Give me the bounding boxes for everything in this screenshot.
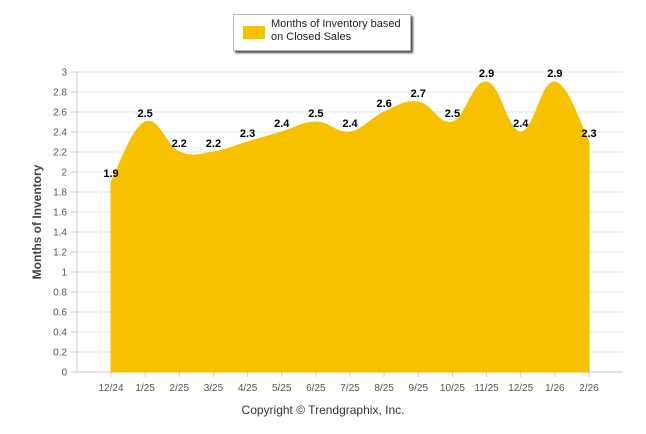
- y-tick-label: 0.6: [53, 308, 67, 319]
- y-tick-label: 3: [61, 68, 67, 79]
- data-label: 2.5: [308, 108, 323, 120]
- y-tick-label: 0.4: [53, 328, 67, 339]
- y-axis-title: Months of Inventory: [30, 164, 44, 280]
- legend-swatch: [243, 26, 265, 39]
- data-labels: 1.9 2.5 2.2 2.2 2.3 2.4 2.5 2.4 2.6 2.7 2.5 2.9 2.4 2…: [103, 68, 596, 180]
- x-tick-label: 5/25: [272, 383, 292, 394]
- x-tick-label: 12/24: [98, 383, 123, 394]
- area-fill: [110, 81, 590, 373]
- data-label: 2.9: [479, 68, 494, 80]
- y-tick-label: 1.6: [53, 208, 67, 219]
- data-label: 2.2: [172, 138, 187, 150]
- y-tick-label: 1.4: [53, 228, 67, 239]
- legend-label-line2: on Closed Sales: [271, 31, 352, 43]
- y-tick-label: 2: [61, 168, 67, 179]
- data-label: 2.4: [342, 118, 358, 130]
- data-label: 2.7: [411, 88, 426, 100]
- data-label: 2.2: [206, 138, 221, 150]
- y-tick-label: 0.8: [53, 288, 67, 299]
- y-tick-label: 2.8: [53, 88, 67, 99]
- x-tick-label: 3/25: [204, 383, 224, 394]
- legend[interactable]: Months of Inventory based on Closed Sale…: [233, 14, 411, 51]
- legend-label: Months of Inventory based on Closed Sale…: [271, 18, 407, 44]
- data-label: 2.3: [581, 128, 596, 140]
- data-label: 2.6: [376, 98, 391, 110]
- data-label: 2.4: [274, 118, 290, 130]
- x-tick-label: 7/25: [340, 383, 360, 394]
- data-label: 2.9: [547, 68, 562, 80]
- copyright-footer: Copyright © Trendgraphix, Inc.: [241, 403, 405, 417]
- x-axis-ticks: 12/24 1/25 2/25 3/25 4/25 5/25 6/25 7/25 8/25 9/2…: [98, 372, 599, 394]
- y-tick-label: 2.6: [53, 108, 67, 119]
- x-tick-label: 12/25: [508, 383, 533, 394]
- x-tick-label: 1/25: [135, 383, 155, 394]
- x-tick-label: 1/26: [545, 383, 565, 394]
- x-tick-label: 2/26: [579, 383, 599, 394]
- y-tick-label: 1: [61, 268, 67, 279]
- data-label: 2.5: [445, 108, 460, 120]
- data-label: 1.9: [103, 168, 118, 180]
- y-tick-label: 2.4: [53, 128, 67, 139]
- data-label: 2.5: [137, 108, 152, 120]
- data-label: 2.3: [240, 128, 255, 140]
- x-tick-label: 6/25: [306, 383, 326, 394]
- y-tick-label: 2.2: [53, 148, 67, 159]
- data-label: 2.4: [513, 118, 529, 130]
- y-tick-label: 0: [61, 368, 67, 379]
- legend-label-line1: Months of Inventory based: [271, 18, 401, 30]
- y-tick-label: 0.2: [53, 348, 67, 359]
- x-tick-label: 9/25: [409, 383, 429, 394]
- x-tick-label: 10/25: [440, 383, 465, 394]
- y-tick-label: 1.8: [53, 188, 67, 199]
- x-tick-label: 8/25: [374, 383, 394, 394]
- area-series: [110, 81, 590, 373]
- x-tick-label: 4/25: [238, 383, 258, 394]
- x-tick-label: 11/25: [474, 383, 499, 394]
- y-tick-label: 1.2: [53, 248, 67, 259]
- x-tick-label: 2/25: [170, 383, 190, 394]
- y-axis-ticks: 0 0.2 0.4 0.6 0.8 1 1.2 1.4 1.6 1.8 2 2.2 2.4 2.6 2.8 3: [53, 68, 77, 379]
